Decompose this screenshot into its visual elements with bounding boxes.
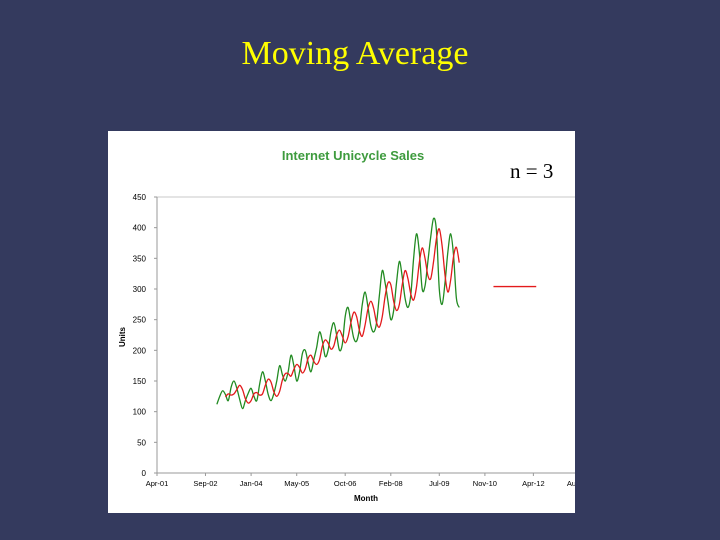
x-tick-label: Sep-02 (193, 479, 217, 488)
y-tick-label: 450 (133, 193, 147, 202)
y-tick-label: 400 (133, 224, 147, 233)
y-tick-label: 200 (133, 346, 147, 355)
x-tick-label: Jan-04 (240, 479, 263, 488)
y-tick-label: 150 (133, 377, 147, 386)
chart-title: Internet Unicycle Sales (282, 148, 424, 163)
moving-average-line (224, 228, 460, 404)
actual-sales-line (216, 217, 460, 410)
y-tick-label: 350 (133, 254, 147, 263)
y-axis-ticks: 0 50 100 150 200 250 300 350 400 450 (133, 193, 157, 478)
plot-area-frame (156, 196, 575, 474)
y-axis-label: Units (118, 326, 127, 347)
x-tick-label: Aug-13 (567, 479, 575, 488)
x-tick-label: Apr-01 (146, 479, 169, 488)
x-tick-label: Apr-12 (522, 479, 545, 488)
y-tick-label: 250 (133, 316, 147, 325)
y-tick-label: 50 (137, 438, 146, 447)
y-tick-label: 300 (133, 285, 147, 294)
line-chart: Internet Unicycle Sales 0 50 100 150 200 250 3… (118, 148, 575, 503)
x-tick-label: Oct-06 (334, 479, 357, 488)
x-tick-label: Nov-10 (473, 479, 497, 488)
y-tick-label: 0 (142, 469, 147, 478)
x-tick-label: Feb-08 (379, 479, 403, 488)
x-axis-ticks: Apr-01 Sep-02 Jan-04 May-05 Oct-06 Feb-08 Jul-… (146, 473, 575, 488)
x-tick-label: May-05 (284, 479, 309, 488)
chart-panel: Internet Unicycle Sales 0 50 100 150 200 250 3… (108, 131, 575, 513)
x-axis-label: Month (354, 494, 378, 503)
slide-title: Moving Average (241, 35, 469, 72)
window-size-label: n = 3 (510, 159, 554, 183)
x-tick-label: Jul-09 (429, 479, 449, 488)
y-tick-label: 100 (133, 408, 147, 417)
series-group (216, 217, 537, 410)
